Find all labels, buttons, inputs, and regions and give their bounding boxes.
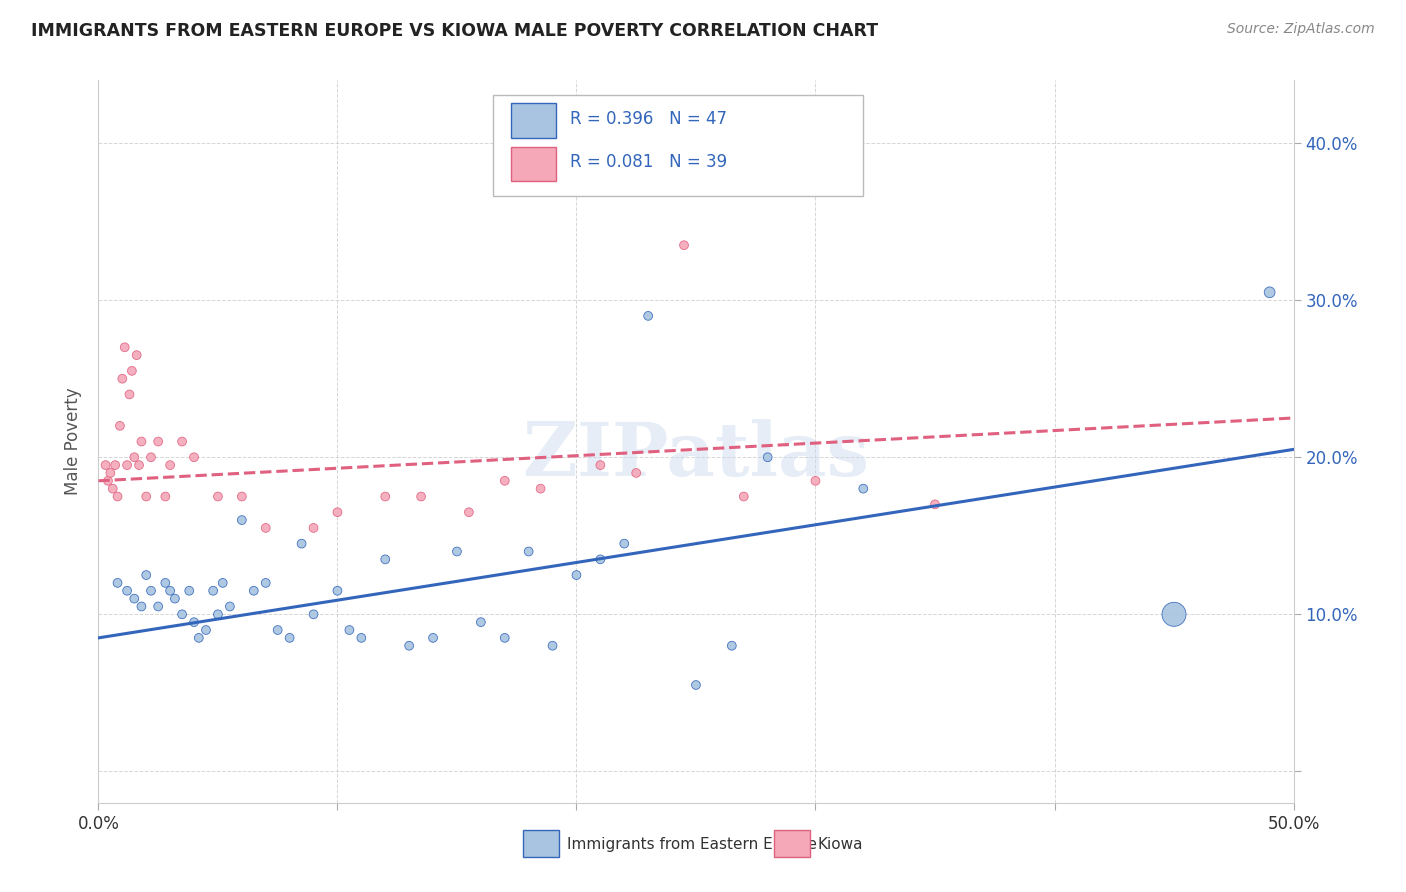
Point — [94, 458, 117, 472]
Point — [1258, 285, 1281, 300]
Point — [195, 623, 218, 637]
Text: R = 0.396   N = 47: R = 0.396 N = 47 — [571, 110, 727, 128]
Point — [139, 583, 162, 598]
Point — [101, 482, 124, 496]
Point — [104, 458, 127, 472]
Point — [155, 490, 177, 504]
Point — [108, 418, 131, 433]
Point — [231, 490, 253, 504]
Point — [291, 536, 314, 550]
Point — [326, 505, 349, 519]
Point — [148, 599, 170, 614]
Point — [219, 599, 242, 614]
Point — [350, 631, 373, 645]
Bar — [510, 103, 557, 138]
Point — [179, 583, 201, 598]
Point — [124, 450, 146, 465]
Point — [172, 607, 194, 622]
Point — [114, 340, 136, 354]
Bar — [773, 830, 810, 857]
Point — [159, 458, 181, 472]
Point — [183, 450, 205, 465]
Point — [107, 490, 129, 504]
Point — [411, 490, 433, 504]
Point — [118, 387, 141, 401]
Point — [685, 678, 707, 692]
Point — [302, 521, 325, 535]
Bar — [510, 147, 557, 181]
Point — [231, 513, 253, 527]
Point — [326, 583, 349, 598]
Point — [530, 482, 553, 496]
Point — [339, 623, 361, 637]
Point — [565, 568, 588, 582]
Point — [756, 450, 779, 465]
Point — [804, 474, 827, 488]
Point — [613, 536, 636, 550]
Text: Kiowa: Kiowa — [818, 838, 863, 852]
FancyBboxPatch shape — [494, 95, 863, 196]
Point — [159, 583, 181, 598]
Point — [302, 607, 325, 622]
Point — [267, 623, 290, 637]
Point — [97, 474, 120, 488]
Point — [1163, 607, 1185, 622]
Point — [98, 466, 122, 480]
Point — [155, 575, 177, 590]
Point — [128, 458, 150, 472]
Point — [637, 309, 659, 323]
Text: Immigrants from Eastern Europe: Immigrants from Eastern Europe — [567, 838, 817, 852]
Text: ZIPatlas: ZIPatlas — [523, 419, 869, 492]
Point — [187, 631, 209, 645]
Point — [541, 639, 564, 653]
Point — [172, 434, 194, 449]
Point — [254, 575, 277, 590]
Point — [124, 591, 146, 606]
Point — [243, 583, 266, 598]
Point — [183, 615, 205, 630]
Point — [148, 434, 170, 449]
Point — [721, 639, 744, 653]
Point — [131, 599, 153, 614]
Text: R = 0.081   N = 39: R = 0.081 N = 39 — [571, 153, 728, 171]
Point — [494, 631, 516, 645]
Text: Source: ZipAtlas.com: Source: ZipAtlas.com — [1227, 22, 1375, 37]
Point — [139, 450, 162, 465]
Point — [211, 575, 233, 590]
Bar — [523, 830, 558, 857]
Point — [135, 490, 157, 504]
Point — [733, 490, 755, 504]
Point — [374, 552, 396, 566]
Point — [111, 372, 134, 386]
Point — [924, 497, 946, 511]
Point — [422, 631, 444, 645]
Point — [202, 583, 225, 598]
Point — [589, 552, 612, 566]
Point — [125, 348, 148, 362]
Point — [398, 639, 420, 653]
Point — [278, 631, 301, 645]
Point — [626, 466, 648, 480]
Text: IMMIGRANTS FROM EASTERN EUROPE VS KIOWA MALE POVERTY CORRELATION CHART: IMMIGRANTS FROM EASTERN EUROPE VS KIOWA … — [31, 22, 879, 40]
Point — [107, 575, 129, 590]
Point — [131, 434, 153, 449]
Point — [115, 458, 138, 472]
Point — [446, 544, 468, 558]
Point — [589, 458, 612, 472]
Point — [207, 607, 229, 622]
Point — [458, 505, 481, 519]
Point — [673, 238, 696, 252]
Point — [115, 583, 138, 598]
Point — [494, 474, 516, 488]
Point — [470, 615, 492, 630]
Point — [254, 521, 277, 535]
Point — [517, 544, 540, 558]
Point — [852, 482, 875, 496]
Point — [121, 364, 143, 378]
Y-axis label: Male Poverty: Male Poverty — [65, 388, 83, 495]
Point — [163, 591, 186, 606]
Point — [374, 490, 396, 504]
Point — [207, 490, 229, 504]
Point — [135, 568, 157, 582]
